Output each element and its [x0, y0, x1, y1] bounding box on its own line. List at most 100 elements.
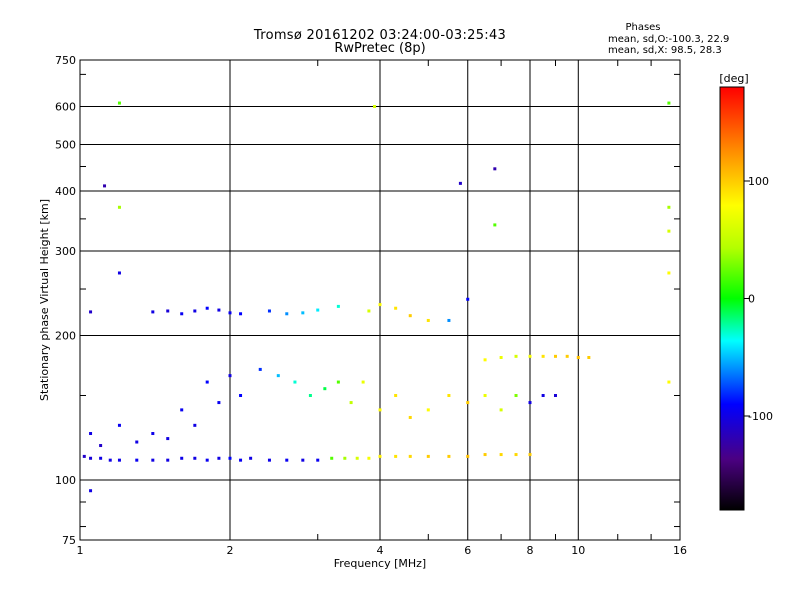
data-point: [151, 458, 155, 462]
data-point: [117, 205, 121, 209]
y-tick-label: 500: [55, 139, 76, 152]
y-tick-label: 75: [62, 534, 76, 547]
data-point: [667, 101, 671, 105]
x-tick-label: 4: [377, 544, 384, 557]
data-point: [267, 458, 271, 462]
data-point: [367, 456, 371, 460]
data-point: [239, 312, 243, 316]
data-point: [99, 456, 103, 460]
x-tick-label: 2: [227, 544, 234, 557]
y-tick-label: 750: [55, 54, 76, 67]
data-point: [180, 408, 184, 412]
data-point: [565, 354, 569, 358]
data-point: [166, 437, 170, 441]
data-point: [483, 394, 487, 398]
data-point: [361, 380, 365, 384]
data-point: [82, 454, 86, 458]
data-point: [249, 456, 253, 460]
data-point: [285, 312, 289, 316]
data-point: [483, 358, 487, 362]
data-point: [239, 458, 243, 462]
data-point: [378, 408, 382, 412]
data-point: [117, 423, 121, 427]
data-point: [151, 310, 155, 314]
data-point: [355, 456, 359, 460]
data-point: [447, 318, 451, 322]
data-point: [373, 105, 377, 109]
data-point: [316, 308, 320, 312]
data-point: [499, 453, 503, 457]
data-point: [193, 309, 197, 313]
plot-frame: [79, 59, 681, 541]
x-tick-label: 10: [571, 544, 585, 557]
data-point: [466, 401, 470, 405]
data-point: [301, 458, 305, 462]
data-point: [541, 354, 545, 358]
data-point: [228, 311, 232, 315]
chart-subtitle: RwPretec (8p): [334, 41, 426, 56]
data-point: [99, 444, 103, 448]
data-point: [426, 318, 430, 322]
data-point: [89, 310, 93, 314]
data-point: [166, 309, 170, 313]
data-point: [499, 408, 503, 412]
data-point: [514, 394, 518, 398]
data-point: [217, 308, 221, 312]
data-point: [408, 314, 412, 318]
colorbar-label: [deg]: [719, 72, 748, 85]
data-point: [135, 440, 139, 444]
data-point: [267, 309, 271, 313]
data-point: [108, 458, 112, 462]
data-point: [493, 167, 497, 171]
x-tick-label: 16: [673, 544, 687, 557]
data-point: [217, 401, 221, 405]
data-point: [316, 458, 320, 462]
data-point: [514, 354, 518, 358]
data-point: [180, 456, 184, 460]
data-point: [667, 271, 671, 275]
data-point: [499, 355, 503, 359]
data-point: [330, 456, 334, 460]
x-tick-label: 8: [527, 544, 534, 557]
data-point: [293, 380, 297, 384]
data-point: [89, 432, 93, 436]
x-axis-ticks: 1 2 4 6 8 10 16: [77, 544, 688, 557]
data-point: [228, 374, 232, 378]
data-point: [576, 355, 580, 359]
phase-stats-title: Phases: [625, 22, 661, 33]
colorbar-tick-label: -100: [748, 410, 773, 423]
data-point: [667, 229, 671, 233]
data-point: [301, 311, 305, 315]
colorbar-tick-label: 100: [748, 175, 769, 188]
data-point: [180, 312, 184, 316]
data-point: [408, 415, 412, 419]
data-point: [493, 223, 497, 227]
data-point: [514, 453, 518, 457]
data-point: [528, 453, 532, 457]
phase-stats-o: mean, sd,O:-100.3, 22.9: [608, 34, 730, 45]
y-tick-label: 400: [55, 185, 76, 198]
data-point: [394, 306, 398, 310]
data-point: [205, 458, 209, 462]
data-point: [553, 354, 557, 358]
phase-colorbar: [719, 86, 745, 511]
data-points: [82, 101, 671, 493]
colorbar-ticks: -100 0 100: [744, 175, 773, 423]
data-point: [308, 394, 312, 398]
data-point: [408, 454, 412, 458]
data-point: [349, 401, 353, 405]
data-point: [228, 456, 232, 460]
y-axis-label: Stationary phase Virtual Height [km]: [38, 199, 51, 401]
data-point: [151, 432, 155, 436]
y-tick-label: 300: [55, 245, 76, 258]
data-point: [258, 367, 262, 371]
y-tick-label: 200: [55, 330, 76, 343]
phase-stats-x: mean, sd,X: 98.5, 28.3: [608, 45, 722, 56]
data-point: [205, 306, 209, 310]
x-tick-label: 1: [77, 544, 84, 557]
data-point: [89, 456, 93, 460]
data-point: [466, 454, 470, 458]
data-point: [343, 456, 347, 460]
data-point: [217, 456, 221, 460]
